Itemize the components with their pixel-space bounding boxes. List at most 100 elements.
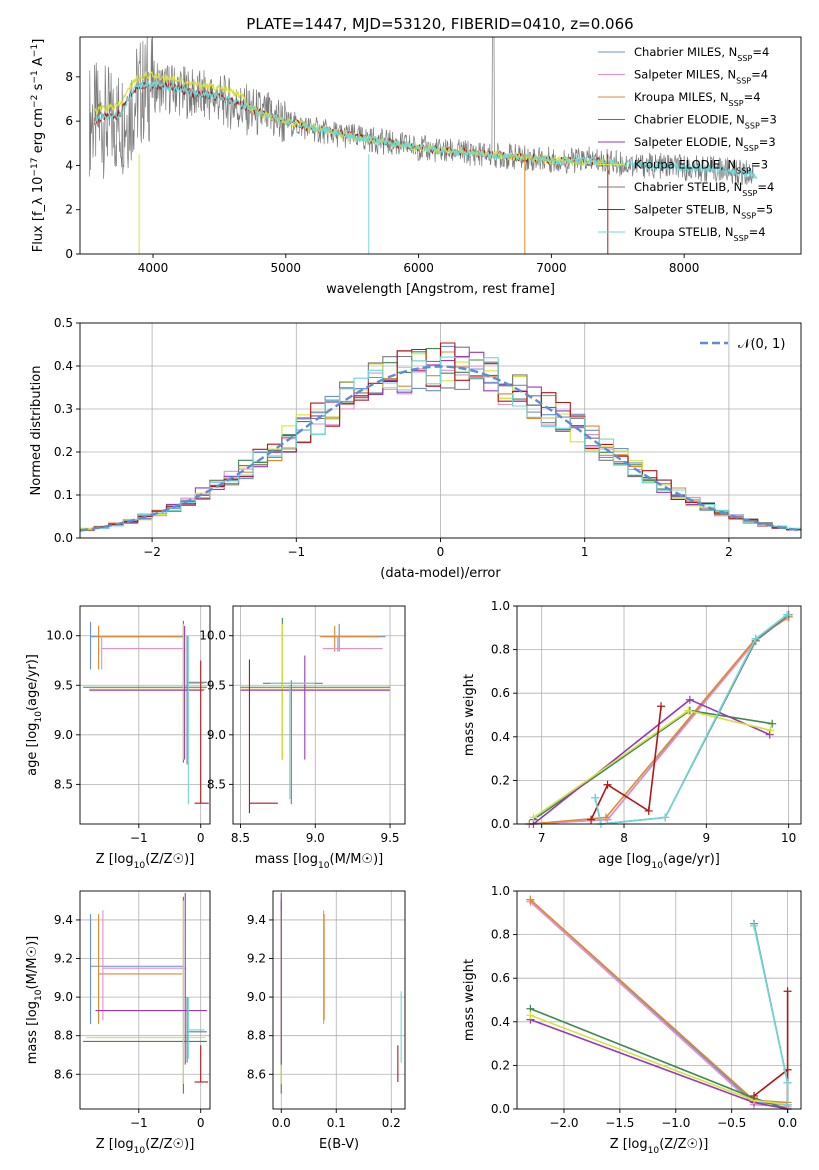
histogram-step bbox=[80, 356, 801, 531]
y-axis-label: mass weight bbox=[462, 674, 477, 756]
legend-base: Salpeter MILES, N bbox=[634, 68, 736, 82]
label-script: 10 bbox=[648, 1146, 660, 1156]
plot-frame bbox=[516, 890, 802, 1110]
y-tick-label: 9.4 bbox=[247, 913, 266, 927]
legend-sub: SSP bbox=[742, 189, 757, 198]
plot-background bbox=[233, 606, 405, 824]
legend-tail: =5 bbox=[756, 203, 773, 217]
age-vs-metallicity-panel: −1 08.59.09.510.0Z [log10(Z/Z☉)]age [log1… bbox=[25, 605, 211, 871]
x-axis-label: (data-model)/error bbox=[380, 566, 501, 581]
label-script: 10 bbox=[134, 1146, 146, 1156]
residuals-panel: −2 −1 0 1 2 0.0 0.1 0.2 0.3 0.4 0.5 (data-model)/er… bbox=[29, 316, 802, 581]
plot-frame bbox=[516, 605, 802, 825]
plot-background bbox=[517, 891, 801, 1109]
y-tick-label: 6 bbox=[65, 114, 73, 128]
label-part: ] bbox=[31, 39, 46, 44]
data-point bbox=[657, 702, 666, 711]
y-axis-label: mass weight bbox=[462, 959, 477, 1041]
data-point bbox=[603, 780, 612, 789]
x-tick-label: 9 bbox=[703, 831, 711, 845]
legend-tail: =4 bbox=[751, 68, 768, 82]
x-tick-label: 2 bbox=[725, 545, 733, 559]
label-part: age [log bbox=[25, 723, 40, 776]
data-point bbox=[783, 1100, 792, 1109]
y-tick-label: 0.0 bbox=[54, 531, 73, 545]
data-point bbox=[601, 813, 610, 822]
y-tick-label: 9.5 bbox=[207, 678, 226, 692]
x-tick-label: 0 bbox=[197, 1116, 205, 1130]
label-part: s bbox=[31, 83, 46, 94]
y-tick-label: 9.0 bbox=[247, 990, 266, 1004]
weight-vs-metallicity-panel: −2.0 −1.5 −1.0 −0.5 0.0 0.0 0.2 0.4 0.6 0.8 1.0 Z [… bbox=[462, 884, 802, 1156]
label-part: mass [log bbox=[25, 1001, 40, 1064]
y-tick-label: 9.4 bbox=[54, 913, 73, 927]
x-tick-label: 0.1 bbox=[327, 1116, 346, 1130]
y-tick-label: 8.8 bbox=[247, 1029, 266, 1043]
y-tick-label: 0.0 bbox=[491, 1102, 510, 1116]
y-tick-label: 0 bbox=[65, 247, 73, 261]
age-vs-mass-panel: 8.5 9.0 9.5 8.5 9.0 9.5 10.0 mass [log10(M/M☉)] bbox=[199, 605, 406, 871]
y-tick-label: 10.0 bbox=[46, 629, 73, 643]
legend-sub: SSP bbox=[736, 166, 751, 175]
label-part: Z [log bbox=[96, 1137, 134, 1152]
series-line bbox=[753, 991, 789, 1105]
x-axis-label: mass [log10(M/M☉)] bbox=[255, 852, 383, 871]
legend-entry: Salpeter MILES, NSSP=4 bbox=[634, 68, 768, 86]
data-point bbox=[644, 806, 653, 815]
x-tick-label: −0.5 bbox=[717, 1116, 746, 1130]
legend-base: Chabrier MILES, N bbox=[634, 45, 737, 59]
label-part: E(B-V) bbox=[319, 1137, 359, 1152]
x-tick-label: 9.0 bbox=[306, 831, 325, 845]
x-tick-label: 0.0 bbox=[778, 1116, 797, 1130]
x-tick-label: −1 bbox=[130, 831, 148, 845]
x-tick-label: −1 bbox=[287, 545, 305, 559]
gaussian-curve bbox=[79, 365, 802, 532]
label-part: (age/yr)] bbox=[25, 654, 40, 711]
data-point bbox=[591, 793, 600, 802]
x-tick-label: 0 bbox=[437, 545, 445, 559]
plot-background bbox=[80, 606, 210, 824]
legend-entry: Chabrier MILES, NSSP=4 bbox=[634, 45, 769, 63]
label-part: Flux [f_λ 10 bbox=[31, 177, 46, 253]
y-tick-label: 9.0 bbox=[54, 728, 73, 742]
label-part: age [log bbox=[598, 852, 651, 867]
y-tick-label: 2 bbox=[65, 203, 73, 217]
label-part: (M/M☉)] bbox=[25, 936, 40, 990]
legend-sub: SSP bbox=[741, 211, 756, 220]
y-axis-label: Flux [f_λ 10−17 erg cm−2 s−1 A−1] bbox=[30, 39, 46, 253]
y-tick-label: 0.2 bbox=[491, 773, 510, 787]
label-part: Z [log bbox=[96, 852, 134, 867]
legend-entry: Salpeter STELIB, NSSP=5 bbox=[634, 203, 773, 221]
legend-base: Salpeter ELODIE, N bbox=[634, 135, 744, 149]
x-tick-label: 7000 bbox=[536, 261, 567, 275]
legend-entry: Kroupa ELODIE, NSSP=3 bbox=[634, 158, 768, 176]
y-tick-label: 8.6 bbox=[247, 1067, 266, 1081]
data-point bbox=[783, 610, 792, 619]
y-axis-label: age [log10(age/yr)] bbox=[25, 654, 44, 776]
legend-tail: =4 bbox=[752, 45, 769, 59]
legend-sub: SSP bbox=[744, 144, 759, 153]
plot-frame bbox=[232, 605, 406, 825]
y-tick-label: 0.5 bbox=[54, 316, 73, 330]
data-point bbox=[768, 719, 777, 728]
y-tick-label: 0.2 bbox=[54, 445, 73, 459]
y-tick-label: 8.5 bbox=[207, 777, 226, 791]
legend-sub: SSP bbox=[745, 121, 760, 130]
x-tick-label: −2 bbox=[143, 545, 161, 559]
data-point bbox=[684, 706, 693, 715]
legend-tail: =4 bbox=[744, 90, 761, 104]
x-tick-label: 8 bbox=[620, 831, 628, 845]
y-axis-label: mass [log10(M/M☉)] bbox=[25, 936, 44, 1064]
label-part: A bbox=[31, 57, 46, 70]
data-point bbox=[750, 1091, 759, 1100]
legend-entry: 𝒩(0, 1) bbox=[738, 337, 785, 352]
plot-background bbox=[273, 891, 405, 1109]
data-point bbox=[529, 813, 538, 822]
label-part: mass [log bbox=[255, 852, 318, 867]
y-tick-label: 0.4 bbox=[491, 730, 510, 744]
x-tick-label: 6000 bbox=[403, 261, 434, 275]
legend-entry: Chabrier STELIB, NSSP=4 bbox=[634, 180, 774, 198]
plot-frame bbox=[79, 890, 211, 1110]
plot-frame bbox=[79, 605, 211, 825]
